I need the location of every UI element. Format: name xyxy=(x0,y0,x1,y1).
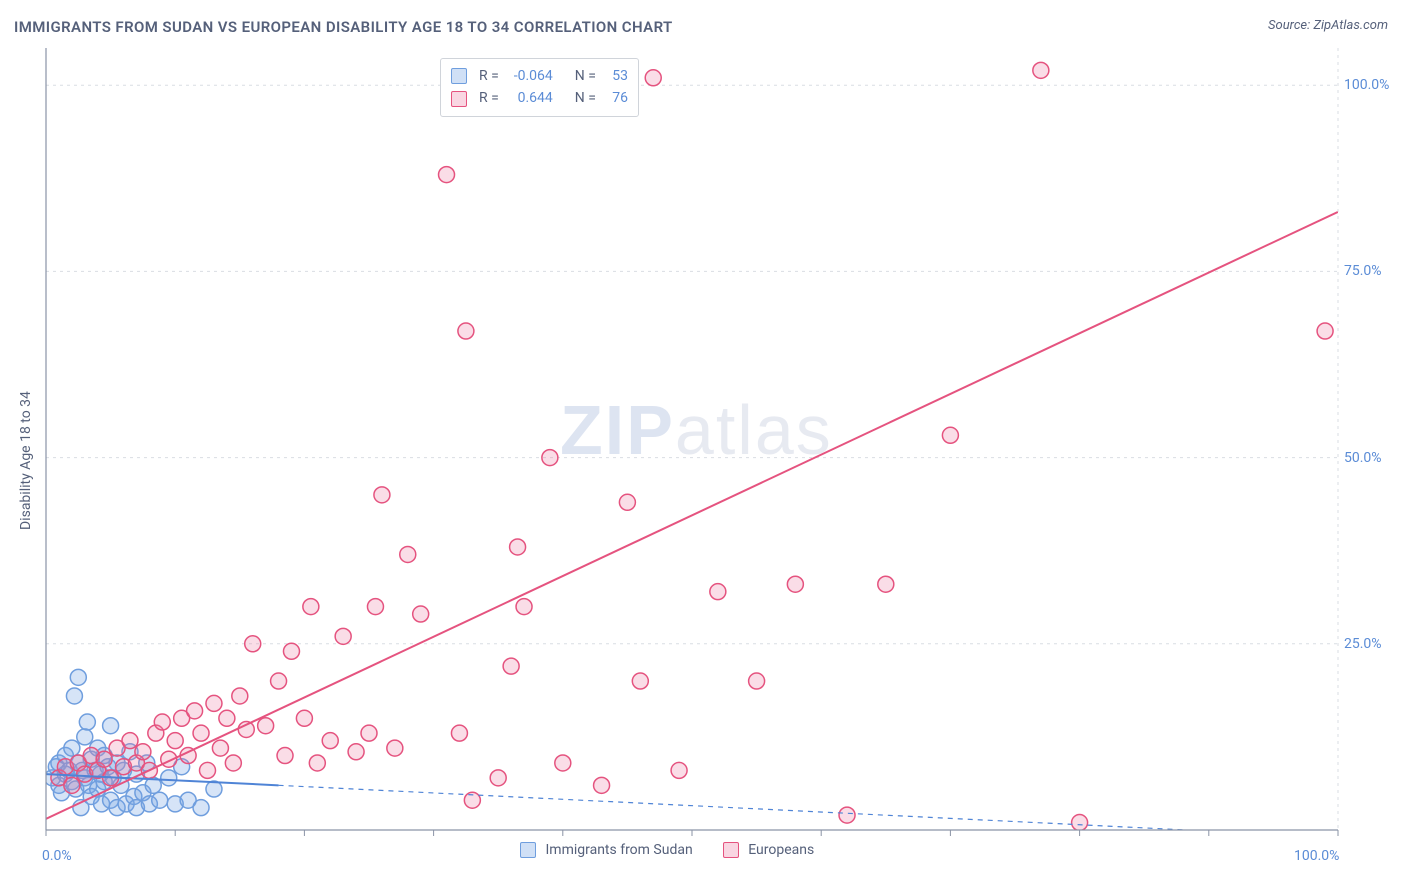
n-label: N = xyxy=(575,87,596,109)
x-tick-label: 100.0% xyxy=(1294,848,1339,864)
legend-label-sudan: Immigrants from Sudan xyxy=(545,842,692,858)
n-label: N = xyxy=(575,65,596,87)
scatter-plot xyxy=(0,0,1406,892)
legend-item-europeans: Europeans xyxy=(723,842,815,858)
y-tick-label: 50.0% xyxy=(1344,450,1382,466)
swatch-europeans xyxy=(723,842,739,858)
y-tick-label: 75.0% xyxy=(1344,263,1382,279)
chart-container: IMMIGRANTS FROM SUDAN VS EUROPEAN DISABI… xyxy=(0,0,1406,892)
stat-row-sudan: R = -0.064 N = 53 xyxy=(451,65,628,87)
n-value-europeans: 76 xyxy=(602,87,628,109)
y-tick-label: 25.0% xyxy=(1344,636,1382,652)
legend-label-europeans: Europeans xyxy=(748,842,814,858)
x-axis-legend: Immigrants from Sudan Europeans xyxy=(520,842,814,858)
swatch-sudan xyxy=(520,842,536,858)
correlation-stats-box: R = -0.064 N = 53 R = 0.644 N = 76 xyxy=(440,58,639,117)
swatch-europeans xyxy=(451,91,467,107)
n-value-sudan: 53 xyxy=(602,65,628,87)
swatch-sudan xyxy=(451,68,467,84)
r-label: R = xyxy=(479,65,499,87)
r-label: R = xyxy=(479,87,499,109)
r-value-europeans: 0.644 xyxy=(505,87,553,109)
y-tick-label: 100.0% xyxy=(1344,77,1389,93)
stat-row-europeans: R = 0.644 N = 76 xyxy=(451,87,628,109)
r-value-sudan: -0.064 xyxy=(505,65,553,87)
x-tick-label: 0.0% xyxy=(42,848,72,864)
legend-item-sudan: Immigrants from Sudan xyxy=(520,842,693,858)
